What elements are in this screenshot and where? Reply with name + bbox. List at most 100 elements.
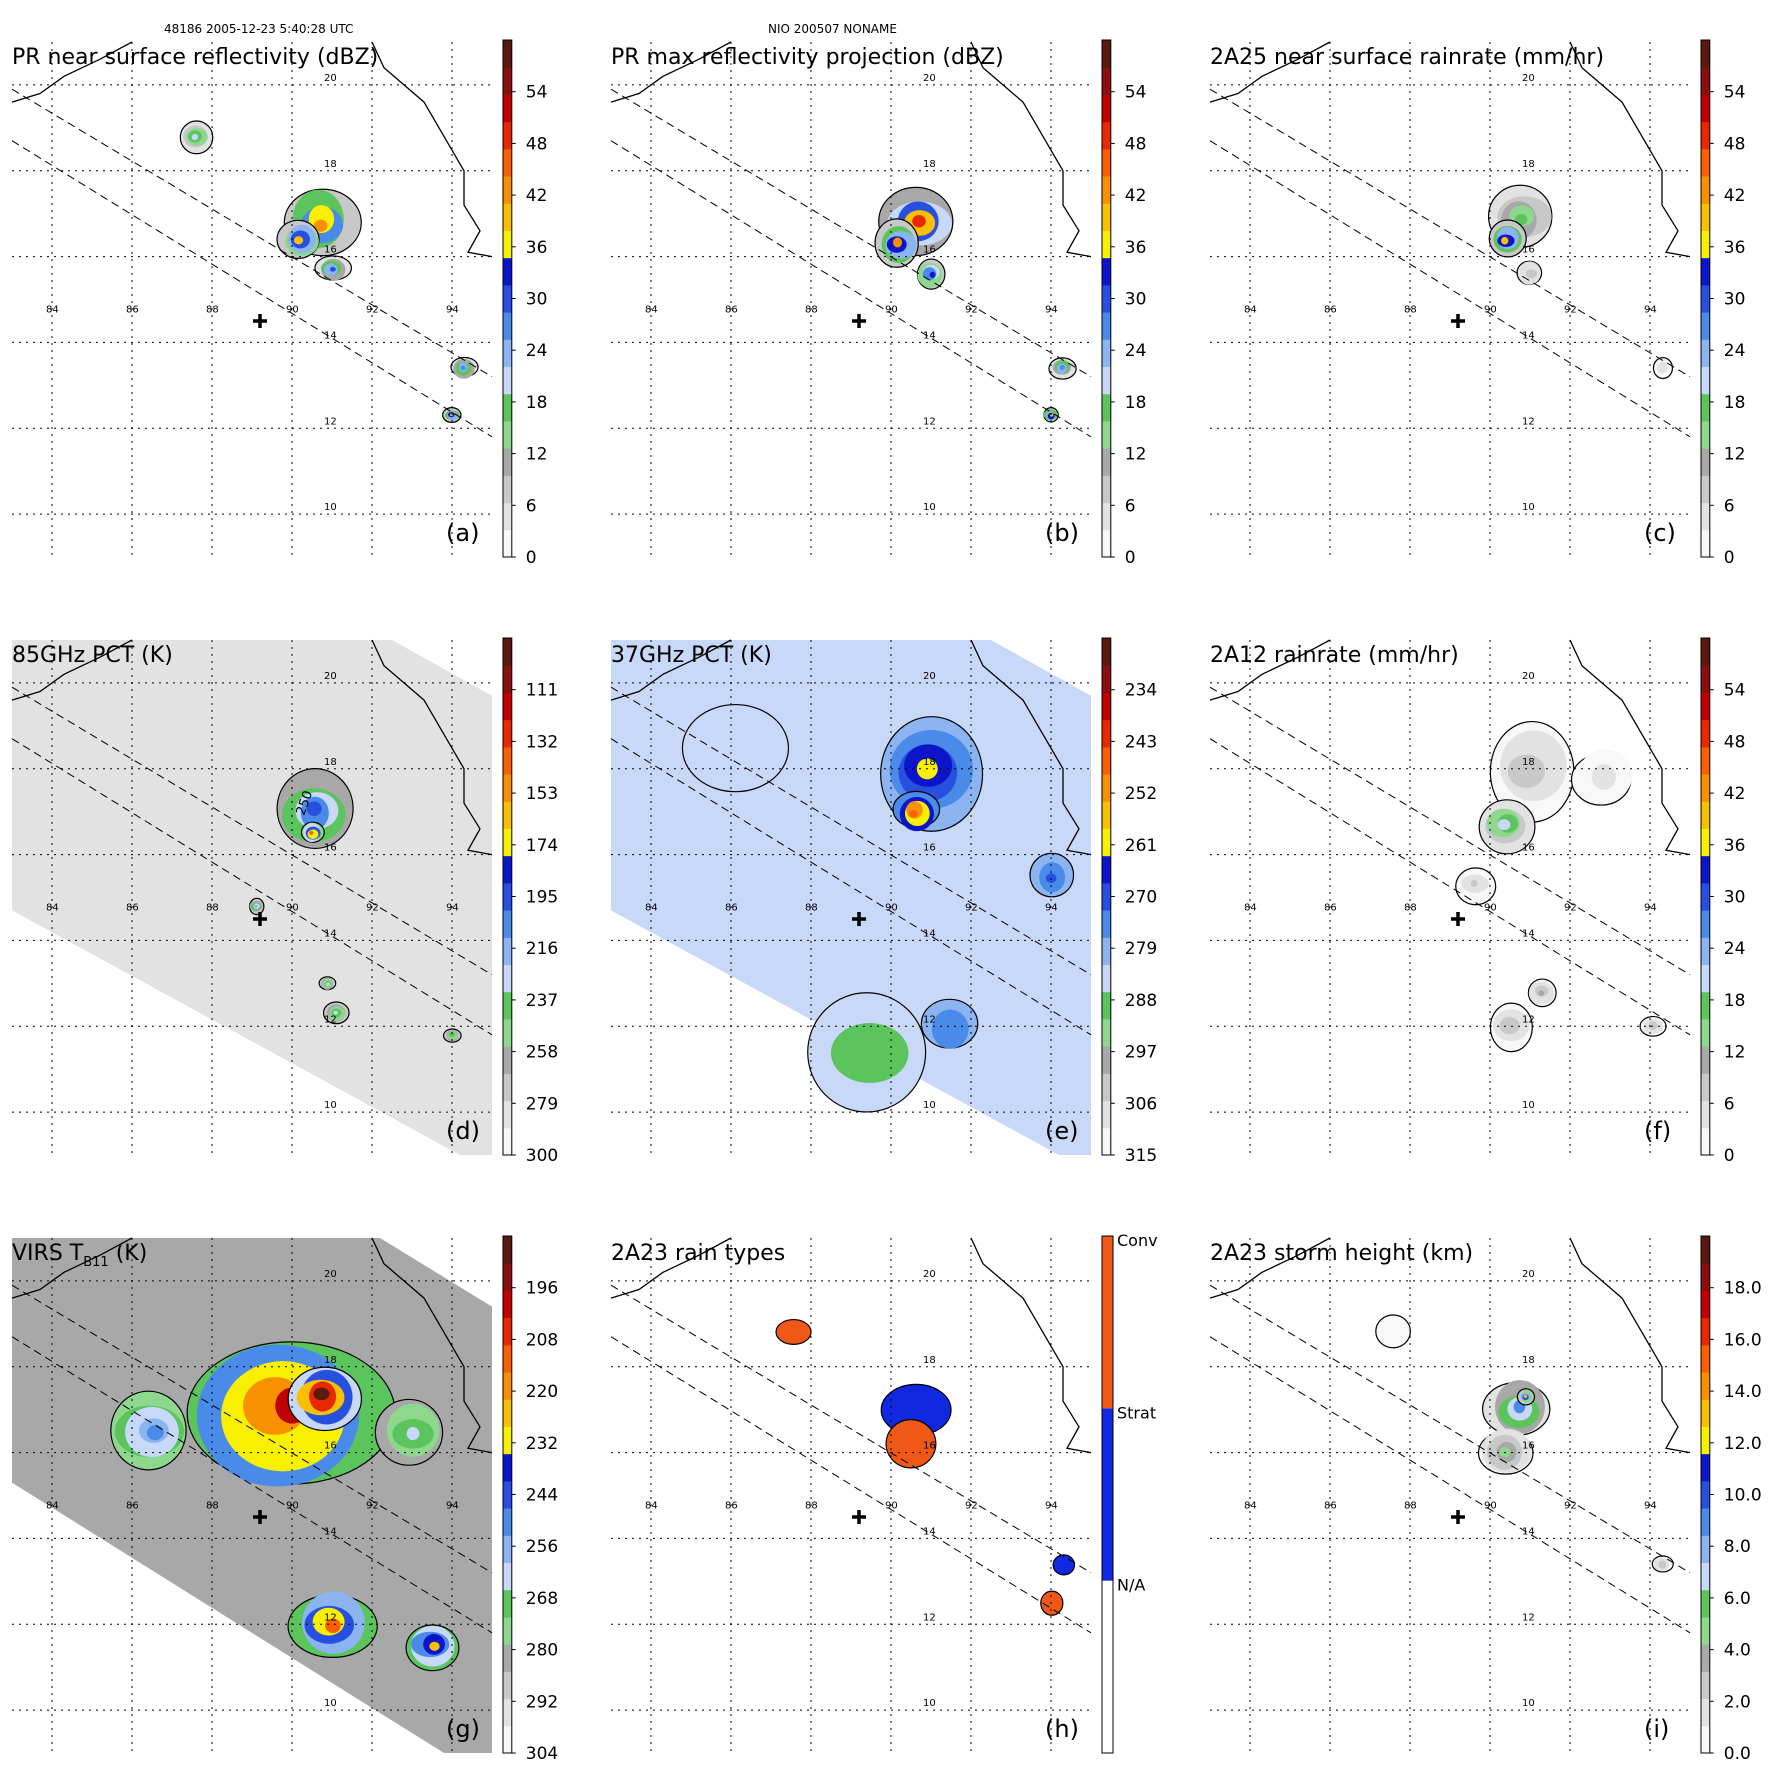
data-layer <box>1375 1314 1674 1573</box>
colorbar-segment <box>1701 1317 1710 1346</box>
colorbar-tick-label: 270 <box>1125 888 1157 908</box>
coastline-myanmar <box>970 1237 1092 1454</box>
lon-tick-label: 94 <box>446 902 459 913</box>
lat-tick-label: 16 <box>923 843 936 854</box>
lat-tick-label: 20 <box>923 671 936 682</box>
colorbar-segment <box>1102 284 1111 313</box>
colorbar-tick-label: 195 <box>526 888 558 908</box>
coastline-india <box>1209 1237 1331 1299</box>
colorbar-segment <box>1701 1344 1710 1373</box>
colorbar-segment <box>503 828 512 857</box>
lat-tick-label: 18 <box>324 1355 337 1366</box>
data-layer <box>1487 184 1674 380</box>
lat-tick-label: 20 <box>923 1269 936 1280</box>
colorbar-segment <box>1701 1100 1710 1129</box>
lon-tick-label: 84 <box>46 1500 59 1511</box>
colorbar-segment <box>503 420 512 449</box>
colorbar-tick-label: 54 <box>526 83 548 103</box>
colorbar-tick-label: 54 <box>1724 681 1746 701</box>
lon-tick-label: 92 <box>366 1500 379 1511</box>
colorbar-segment <box>1701 1290 1710 1319</box>
colorbar-tick-label: 48 <box>1724 134 1746 154</box>
swath-edge-north <box>610 686 1092 976</box>
colorbar-segment <box>1102 991 1111 1020</box>
map-area <box>775 1318 1076 1616</box>
lat-tick-label: 14 <box>324 928 337 939</box>
colorbar-tick-label: 234 <box>1125 681 1157 701</box>
swath-edge-south <box>1209 738 1691 1036</box>
colorbar-segment <box>1701 665 1710 693</box>
coastline-myanmar <box>1569 1237 1691 1454</box>
colorbar-segment <box>503 448 512 476</box>
map-area <box>1375 1314 1674 1573</box>
lat-tick-label: 14 <box>923 330 936 341</box>
colorbar-segment <box>1102 1236 1113 1409</box>
colorbar-tick-label: 36 <box>1724 238 1746 258</box>
colorbar-segment <box>1701 94 1710 123</box>
colorbar-segment <box>1102 40 1111 68</box>
colorbar-tick-label: 232 <box>526 1434 558 1454</box>
data-region-1-level-4 <box>893 237 903 248</box>
panel-letter: (i) <box>1644 1715 1669 1743</box>
lat-tick-label: 20 <box>1522 73 1535 84</box>
colorbar-tick-label: 315 <box>1125 1146 1157 1166</box>
colorbar-tick-label: 288 <box>1125 991 1157 1011</box>
colorbar: 0 6 12 18 24 30 36 42 48 54 <box>1101 39 1146 568</box>
data-region-2-level-4 <box>929 271 936 278</box>
pr-swath-edges <box>610 88 1092 438</box>
colorbar-segment <box>503 366 512 395</box>
data-region-1-level-4 <box>293 236 304 245</box>
data-region-1-level-4 <box>309 830 314 835</box>
gridlines <box>611 1238 1091 1753</box>
colorbar-segment <box>503 1698 512 1727</box>
panel-g: 84 86 88 90 92 94 10 12 14 16 18 20 VIRS TB11 (K) (g)… <box>11 1235 558 1764</box>
colorbar-tick-label: 18.0 <box>1724 1279 1762 1299</box>
colorbar-segment <box>1701 1480 1710 1509</box>
map-area <box>179 120 479 424</box>
colorbar-tick-label: 12 <box>526 445 548 465</box>
storm-center-marker <box>1451 1509 1465 1524</box>
data-region-1-level-0 <box>885 1419 937 1469</box>
swath-edge-north <box>1209 686 1691 976</box>
lat-tick-label: 16 <box>1522 1441 1535 1452</box>
coastline-myanmar <box>371 1237 493 1454</box>
panel-h: 84 86 88 90 92 94 10 12 14 16 18 20 2A23 rain types (… <box>610 1231 1158 1754</box>
colorbar-segment <box>503 1100 512 1129</box>
colorbar-segment <box>1102 910 1111 938</box>
colorbar-segment <box>1102 746 1111 775</box>
colorbar-segment <box>503 1725 512 1754</box>
colorbar-tick-label: 252 <box>1125 784 1157 804</box>
panel-letter: (e) <box>1045 1117 1079 1145</box>
lon-tick-label: 84 <box>46 304 59 315</box>
lon-tick-label: 84 <box>46 902 59 913</box>
panel-title: 85GHz PCT (K) <box>12 643 173 668</box>
lat-tick-label: 20 <box>1522 671 1535 682</box>
colorbar-tick-label: 16.0 <box>1724 1330 1762 1350</box>
colorbar-segment <box>1701 910 1710 938</box>
colorbar-segment <box>1102 1073 1111 1102</box>
colorbar-segment <box>1102 1100 1111 1129</box>
lat-tick-label: 10 <box>324 502 337 513</box>
panel-letter: (b) <box>1045 519 1079 547</box>
panel-letter: (h) <box>1045 1715 1079 1743</box>
data-region-3-level-4 <box>1659 367 1664 371</box>
lat-tick-label: 16 <box>1522 245 1535 256</box>
colorbar-segment <box>503 502 512 531</box>
colorbar-segment <box>503 257 512 286</box>
pr-swath-edges <box>1209 686 1691 1036</box>
colorbar-segment <box>503 1236 512 1264</box>
colorbar-segment <box>503 176 512 204</box>
lon-tick-label: 90 <box>885 304 898 315</box>
colorbar-segment <box>503 1562 512 1591</box>
coastline-myanmar <box>371 41 493 258</box>
colorbar-segment <box>503 1535 512 1564</box>
colorbar-tick-label: 36 <box>526 238 548 258</box>
colorbar-segment <box>1102 882 1111 911</box>
colorbar-tick-label: 279 <box>1125 939 1157 959</box>
colorbar-segment <box>503 1018 512 1047</box>
data-region-1-level-4 <box>1501 236 1509 245</box>
lat-tick-label: 20 <box>324 1269 337 1280</box>
data-layer <box>775 1318 1076 1616</box>
colorbar-tick-label: 256 <box>526 1537 558 1557</box>
